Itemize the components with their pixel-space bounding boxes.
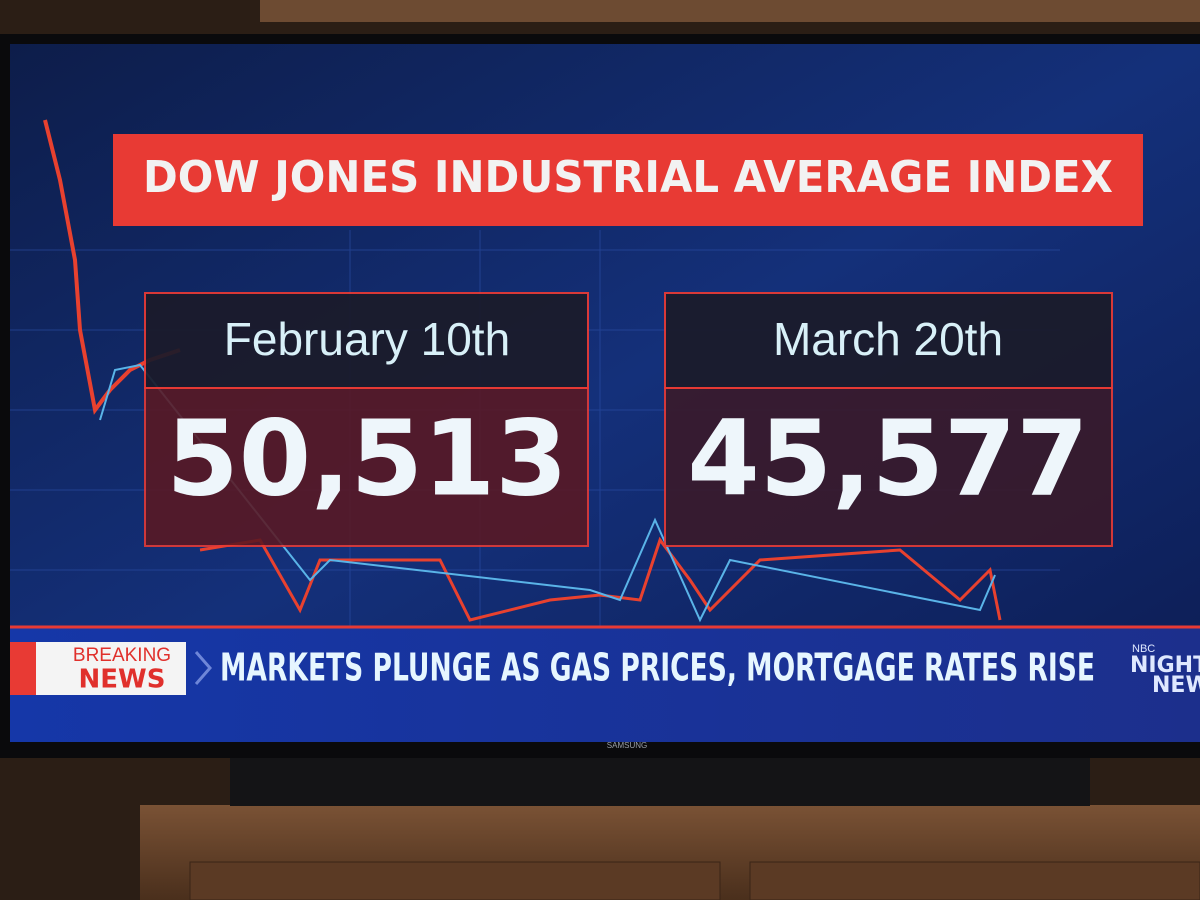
title: DOW JONES INDUSTRIAL AVERAGE INDEX — [143, 152, 1113, 203]
panel-date: March 20th — [773, 313, 1003, 365]
cabinet-door — [749, 861, 1200, 900]
logo-text: NBC — [1132, 643, 1155, 655]
panel-date: February 10th — [224, 313, 510, 365]
headline: MARKETS PLUNGE AS GAS PRICES, MORTGAGE R… — [220, 646, 1095, 690]
bg-line — [43, 119, 181, 415]
logo-text: NEWS — [1152, 673, 1200, 698]
cabinet-door — [189, 861, 721, 900]
badge-top: BREAKING — [73, 645, 171, 666]
badge — [36, 642, 186, 695]
badge-accent — [10, 642, 40, 695]
badge-bottom: NEWS — [79, 665, 166, 695]
ticker-band — [10, 627, 1200, 742]
bg-line — [99, 363, 996, 623]
panel: March 20th 45,577 — [664, 292, 1113, 547]
tv-brand: SAMSUNG — [607, 741, 647, 750]
tv-stand — [230, 758, 1090, 806]
logo-text: NIGHTLY — [1130, 653, 1200, 678]
panel-value: 50,513 — [166, 397, 567, 519]
title-bar — [113, 134, 1143, 226]
shelf — [260, 0, 1200, 22]
panel-value: 45,577 — [687, 397, 1088, 519]
panel: February 10th 50,513 — [144, 292, 589, 547]
chevron — [194, 651, 212, 685]
